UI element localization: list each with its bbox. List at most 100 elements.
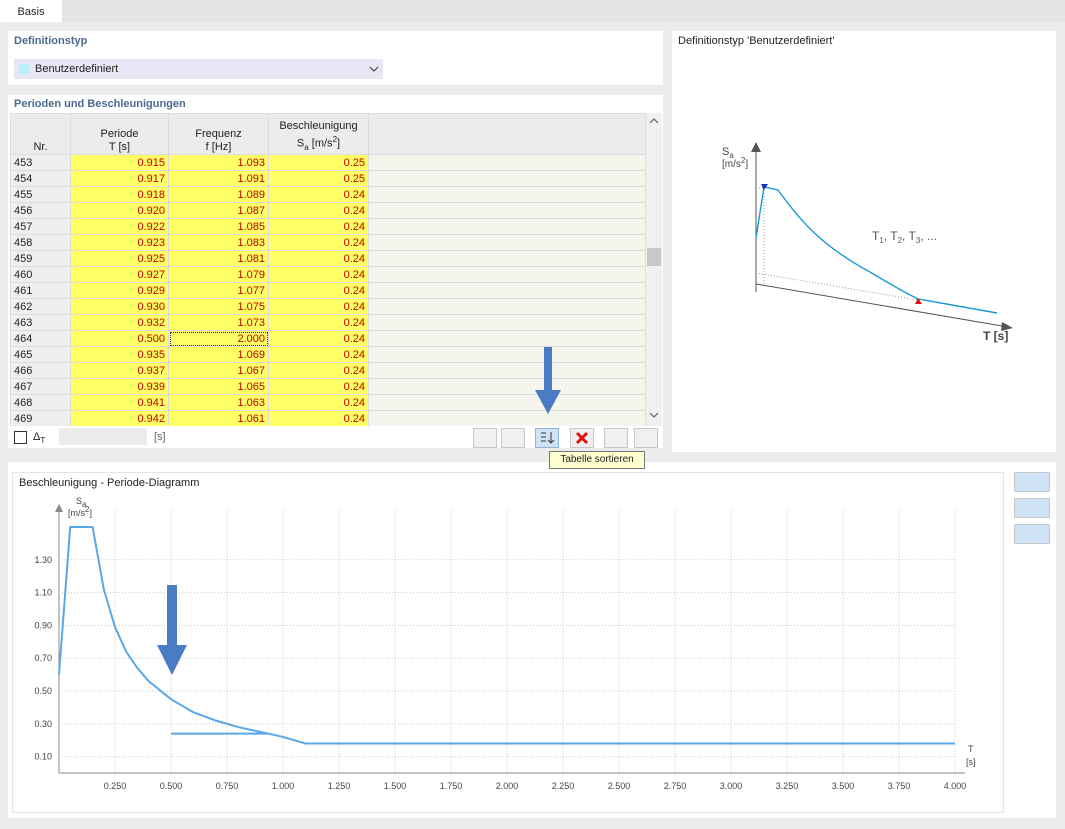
- row-number[interactable]: 455: [10, 186, 71, 203]
- cell[interactable]: 1.093: [168, 154, 269, 171]
- row-number[interactable]: 466: [10, 362, 71, 379]
- cell[interactable]: 0.930: [70, 298, 169, 315]
- row-number[interactable]: 462: [10, 298, 71, 315]
- cell[interactable]: 0.920: [70, 202, 169, 219]
- row-number[interactable]: 459: [10, 250, 71, 267]
- table-row: 454 0.917 1.091 0.25: [10, 170, 646, 187]
- cell[interactable]: 0.24: [268, 266, 369, 283]
- row-number[interactable]: 454: [10, 170, 71, 187]
- x-tick-label: 0.750: [216, 781, 239, 791]
- cell[interactable]: 0.25: [268, 170, 369, 187]
- cell[interactable]: 0.915: [70, 154, 169, 171]
- cell[interactable]: 1.083: [168, 234, 269, 251]
- cell[interactable]: 0.24: [268, 394, 369, 411]
- cell[interactable]: 0.24: [268, 202, 369, 219]
- scrollbar[interactable]: [646, 113, 662, 426]
- cell[interactable]: 1.065: [168, 378, 269, 395]
- delete-button[interactable]: [570, 428, 594, 448]
- toolbar-button[interactable]: [501, 428, 525, 448]
- header-line: Frequenz: [195, 128, 242, 140]
- cell[interactable]: 1.075: [168, 298, 269, 315]
- dropdown[interactable]: Benutzerdefiniert: [14, 59, 383, 79]
- row-number[interactable]: 467: [10, 378, 71, 395]
- cell[interactable]: 0.24: [268, 234, 369, 251]
- table-row: 463 0.932 1.073 0.24: [10, 314, 646, 331]
- column-header: Periode T [s]: [70, 113, 169, 155]
- column-header: Beschleunigung Sa [m/s2]: [268, 113, 369, 155]
- x-tick-label: 1.250: [328, 781, 351, 791]
- row-number[interactable]: 468: [10, 394, 71, 411]
- scroll-down[interactable]: [649, 411, 659, 419]
- checkbox[interactable]: [14, 431, 27, 444]
- spinner[interactable]: [59, 428, 147, 445]
- row-number[interactable]: 460: [10, 266, 71, 283]
- cell[interactable]: 1.091: [168, 170, 269, 187]
- cell[interactable]: 0.24: [268, 298, 369, 315]
- row-number[interactable]: 457: [10, 218, 71, 235]
- cell[interactable]: 0.941: [70, 394, 169, 411]
- row-number[interactable]: 469: [10, 410, 71, 426]
- cell[interactable]: 0.939: [70, 378, 169, 395]
- scroll-up[interactable]: [649, 117, 659, 125]
- cell[interactable]: 0.937: [70, 362, 169, 379]
- table-row: 456 0.920 1.087 0.24: [10, 202, 646, 219]
- cell[interactable]: 1.061: [168, 410, 269, 426]
- cell[interactable]: 0.25: [268, 154, 369, 171]
- cell[interactable]: 0.925: [70, 250, 169, 267]
- preview-title: Definitionstyp 'Benutzerdefiniert': [678, 35, 835, 47]
- cell[interactable]: 0.24: [268, 218, 369, 235]
- toolbar-button[interactable]: [473, 428, 497, 448]
- cell[interactable]: 0.24: [268, 314, 369, 331]
- cell[interactable]: 1.067: [168, 362, 269, 379]
- cell[interactable]: 1.085: [168, 218, 269, 235]
- cell[interactable]: 1.079: [168, 266, 269, 283]
- row-number[interactable]: 463: [10, 314, 71, 331]
- toolbar-button[interactable]: [634, 428, 658, 448]
- cell[interactable]: 1.081: [168, 250, 269, 267]
- cell[interactable]: 0.24: [268, 282, 369, 299]
- cell[interactable]: 0.929: [70, 282, 169, 299]
- cell[interactable]: 1.089: [168, 186, 269, 203]
- cell[interactable]: 1.069: [168, 346, 269, 363]
- chart-button[interactable]: [1014, 472, 1050, 492]
- cell[interactable]: 2.000: [168, 330, 269, 347]
- cell[interactable]: 0.922: [70, 218, 169, 235]
- table-wrap: Nr. Periode T [s] Frequenz f [Hz] Beschleunig…: [10, 113, 646, 426]
- cell[interactable]: 1.087: [168, 202, 269, 219]
- row-number[interactable]: 464: [10, 330, 71, 347]
- cell[interactable]: 1.073: [168, 314, 269, 331]
- scroll-thumb[interactable]: [647, 248, 661, 266]
- header-unit: Sa [m/s2]: [272, 133, 365, 153]
- cell[interactable]: 0.935: [70, 346, 169, 363]
- cell[interactable]: 1.077: [168, 282, 269, 299]
- cell[interactable]: 1.063: [168, 394, 269, 411]
- cell[interactable]: 0.500: [70, 330, 169, 347]
- cell[interactable]: 0.24: [268, 186, 369, 203]
- table-row: 461 0.929 1.077 0.24: [10, 282, 646, 299]
- cell[interactable]: 0.24: [268, 330, 369, 347]
- marker: [915, 298, 922, 304]
- cell[interactable]: 0.24: [268, 346, 369, 363]
- cell[interactable]: 0.932: [70, 314, 169, 331]
- toolbar-button[interactable]: [604, 428, 628, 448]
- cell[interactable]: 0.927: [70, 266, 169, 283]
- sort-button[interactable]: [535, 428, 559, 448]
- cell[interactable]: 0.923: [70, 234, 169, 251]
- row-number[interactable]: 465: [10, 346, 71, 363]
- row-number[interactable]: 456: [10, 202, 71, 219]
- cell[interactable]: 0.24: [268, 250, 369, 267]
- cell[interactable]: 0.942: [70, 410, 169, 426]
- row-number[interactable]: 453: [10, 154, 71, 171]
- cell[interactable]: 0.918: [70, 186, 169, 203]
- row-number[interactable]: 458: [10, 234, 71, 251]
- chart-button[interactable]: [1014, 524, 1050, 544]
- section-title: Definitionstyp: [14, 35, 88, 47]
- cell: [368, 394, 646, 411]
- tab[interactable]: Basis: [0, 0, 62, 22]
- cell[interactable]: 0.24: [268, 410, 369, 426]
- chart-button[interactable]: [1014, 498, 1050, 518]
- cell[interactable]: 0.24: [268, 362, 369, 379]
- row-number[interactable]: 461: [10, 282, 71, 299]
- cell[interactable]: 0.917: [70, 170, 169, 187]
- cell[interactable]: 0.24: [268, 378, 369, 395]
